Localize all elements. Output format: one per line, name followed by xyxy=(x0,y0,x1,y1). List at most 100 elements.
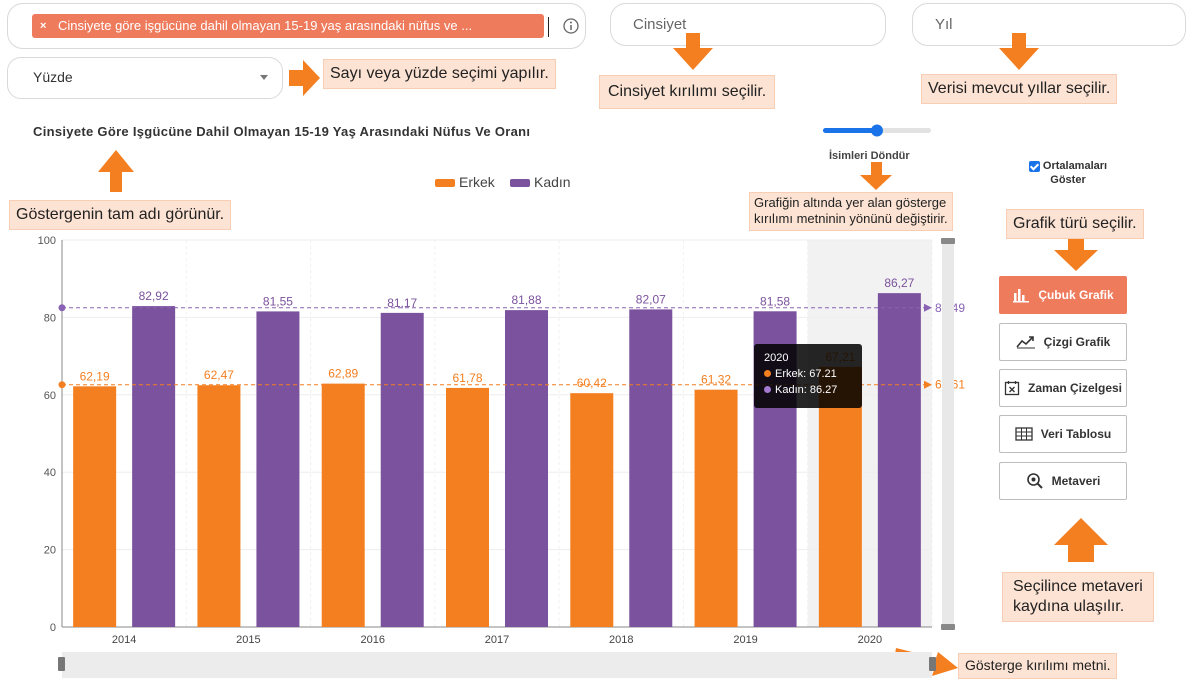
unit-select[interactable]: Yüzde xyxy=(7,57,283,99)
data-label: 81,88 xyxy=(511,293,541,307)
line-chart-icon xyxy=(1016,336,1035,349)
average-arrow-icon xyxy=(924,303,932,312)
checkbox-checked-icon[interactable] xyxy=(1028,160,1040,172)
metadata-button-label: Metaveri xyxy=(1051,474,1101,488)
data-label: 60,42 xyxy=(577,376,607,390)
navigator-handle-right xyxy=(929,657,936,671)
callout-rotate-line2: kırılımı metninin yönünü değiştirir. xyxy=(754,211,948,227)
callout-chart-type: Grafik türü seçilir. xyxy=(1006,209,1144,239)
data-label: 82,92 xyxy=(139,289,169,303)
line-chart-button[interactable]: Çizgi Grafik xyxy=(999,323,1127,361)
line-chart-button-label: Çizgi Grafik xyxy=(1043,335,1111,349)
tooltip-erkek-dot xyxy=(764,370,771,377)
bar-erkek xyxy=(73,386,117,627)
legend-swatch-erkek xyxy=(435,179,455,188)
bar-chart-icon xyxy=(1013,289,1030,303)
bar-kadın xyxy=(877,293,921,627)
legend-kadin-label: Kadın xyxy=(534,174,571,190)
bar-chart-button[interactable]: Çubuk Grafik xyxy=(999,276,1127,314)
callout-metadata-line1: Seçilince metaveri xyxy=(1013,578,1143,595)
x-tick-label: 2014 xyxy=(112,634,136,646)
callout-metadata-line2: kaydına ulaşılır. xyxy=(1013,598,1125,615)
bar-erkek xyxy=(694,389,738,627)
rotate-names-slider[interactable] xyxy=(820,122,934,140)
indicator-select[interactable]: × Cinsiyete göre işgücüne dahil olmayan … xyxy=(7,3,586,49)
average-start-dot xyxy=(58,381,66,389)
chart-tooltip: 2020 Erkek: 67.21 Kadın: 86.27 xyxy=(754,344,862,408)
navigator-handle-left xyxy=(58,657,65,671)
callout-rotate-line1: Grafiğin altında yer alan gösterge xyxy=(754,195,947,210)
callout-unit: Sayı veya yüzde seçimi yapılır. xyxy=(323,59,556,89)
timeline-button-label: Zaman Çizelgesi xyxy=(1027,381,1123,395)
x-tick-label: 2018 xyxy=(609,634,633,646)
legend-swatch-kadin xyxy=(510,179,530,188)
y-tick-label: 60 xyxy=(44,390,56,402)
bar-erkek xyxy=(197,385,241,627)
y-tick-label: 20 xyxy=(44,545,56,557)
callout-gender: Cinsiyet kırılımı seçilir. xyxy=(599,75,776,109)
bar-erkek xyxy=(818,366,862,627)
callout-title: Göstergenin tam adı görünür. xyxy=(9,200,232,230)
tooltip-erkek: Erkek: 67.21 xyxy=(775,368,837,380)
data-label: 62,89 xyxy=(328,367,358,381)
bar-kadın xyxy=(505,310,548,627)
data-label: 82,07 xyxy=(636,292,666,306)
x-tick-label: 2019 xyxy=(733,634,757,646)
bar-chart-button-label: Çubuk Grafik xyxy=(1038,288,1114,302)
tooltip-kadin: Kadın: 86.27 xyxy=(775,384,838,396)
slider-handle xyxy=(871,124,883,137)
data-label: 62,19 xyxy=(80,369,110,383)
arrow-down-icon xyxy=(1054,236,1098,271)
arrow-down-icon xyxy=(860,162,892,190)
average-start-dot xyxy=(58,304,66,312)
x-tick-label: 2015 xyxy=(236,634,260,646)
bar-erkek xyxy=(321,383,365,627)
arrow-up-icon xyxy=(98,150,134,192)
data-label: 81,17 xyxy=(387,296,417,310)
y-tick-label: 80 xyxy=(44,312,56,324)
bar-erkek xyxy=(446,387,489,627)
data-label: 81,55 xyxy=(263,294,293,308)
data-table-button[interactable]: Veri Tablosu xyxy=(999,415,1127,453)
timeline-button[interactable]: Zaman Çizelgesi xyxy=(999,369,1127,407)
bar-kadın xyxy=(629,309,673,627)
arrow-down-icon xyxy=(673,33,713,70)
y-tick-label: 40 xyxy=(44,467,56,479)
x-tick-label: 2017 xyxy=(485,634,509,646)
tooltip-kadin-dot xyxy=(764,386,771,393)
calendar-x-icon xyxy=(1004,381,1020,396)
x-tick-label: 2016 xyxy=(360,634,384,646)
callout-rotate: Grafiğin altında yer alan gösterge kırıl… xyxy=(749,192,953,231)
callout-year: Verisi mevcut yıllar seçilir. xyxy=(921,74,1118,104)
data-label: 81,58 xyxy=(760,294,790,308)
bar-erkek xyxy=(570,393,614,627)
bar-chart: 0 20 40 60 80 100 62,19 62,47 62,89 61,78 60,42 61,… xyxy=(38,235,965,678)
year-select[interactable]: Yıl xyxy=(912,3,1186,46)
chevron-down-icon xyxy=(260,75,268,80)
chart-title: Cinsiyete Göre Işgücüne Dahil Olmayan 15… xyxy=(33,124,531,139)
tag-remove-icon[interactable]: × xyxy=(40,20,47,32)
vertical-scrollbar xyxy=(942,240,954,627)
scroll-handle-top xyxy=(941,238,955,244)
data-label: 61,78 xyxy=(452,371,482,385)
metadata-button[interactable]: Metaveri xyxy=(999,462,1127,500)
indicator-tag[interactable]: × Cinsiyete göre işgücüne dahil olmayan … xyxy=(32,14,544,38)
data-label: 61,32 xyxy=(701,373,731,387)
legend-kadin[interactable]: Kadın xyxy=(510,174,571,190)
show-averages-toggle[interactable]: Ortalamaları Göster xyxy=(1018,160,1118,186)
callout-metadata: Seçilince metaveri kaydına ulaşılır. xyxy=(1002,572,1154,622)
indicator-tag-label: Cinsiyete göre işgücüne dahil olmayan 15… xyxy=(58,18,473,33)
table-icon xyxy=(1015,427,1033,441)
arrow-down-icon xyxy=(999,33,1039,70)
arrow-right-icon xyxy=(289,60,320,96)
year-placeholder: Yıl xyxy=(935,16,953,33)
show-averages-label-line1: Ortalamaları xyxy=(1042,160,1108,172)
info-icon[interactable] xyxy=(562,17,580,35)
gender-select[interactable]: Cinsiyet xyxy=(610,3,886,46)
text-cursor xyxy=(548,17,549,37)
legend-erkek[interactable]: Erkek xyxy=(435,174,495,190)
data-table-button-label: Veri Tablosu xyxy=(1040,427,1112,441)
data-label: 62,47 xyxy=(204,368,234,382)
x-tick-label: 2020 xyxy=(858,634,882,646)
bar-kadın xyxy=(256,311,300,627)
